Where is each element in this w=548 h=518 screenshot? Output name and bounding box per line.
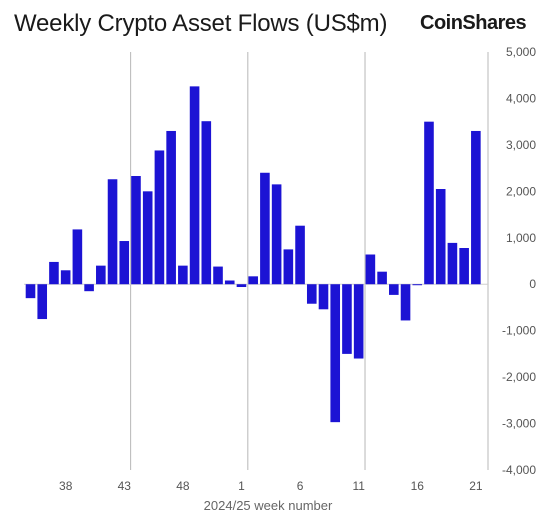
bar-week-51 bbox=[213, 266, 223, 285]
bar-week-2 bbox=[248, 276, 258, 285]
bar-week-45 bbox=[142, 191, 153, 285]
x-tick-label: 48 bbox=[176, 479, 190, 493]
y-tick-label: -3,000 bbox=[502, 417, 536, 431]
bar-week-49 bbox=[189, 86, 200, 285]
bar-week-1 bbox=[236, 284, 247, 288]
bar-week-47 bbox=[166, 130, 176, 285]
bar-week-42 bbox=[107, 179, 118, 285]
y-tick-label: 0 bbox=[529, 277, 536, 291]
x-tick-label: 38 bbox=[59, 479, 73, 493]
y-tick-label: -4,000 bbox=[502, 463, 536, 477]
bar-week-5 bbox=[283, 249, 294, 285]
bar-week-40 bbox=[84, 284, 94, 292]
y-tick-label: -2,000 bbox=[502, 370, 536, 384]
y-tick-label: 2,000 bbox=[506, 184, 536, 198]
y-tick-label: -1,000 bbox=[502, 324, 536, 338]
bar-week-18 bbox=[435, 189, 446, 285]
bar-week-6 bbox=[295, 225, 305, 285]
bar-week-37 bbox=[49, 261, 59, 285]
y-tick-label: 5,000 bbox=[506, 45, 536, 59]
grid-lines bbox=[24, 52, 489, 470]
bar-week-15 bbox=[400, 284, 411, 321]
bar-week-13 bbox=[377, 271, 387, 285]
bar-week-41 bbox=[96, 265, 106, 285]
bar-week-52 bbox=[224, 280, 235, 285]
x-axis-label: 2024/25 week number bbox=[204, 498, 333, 513]
x-tick-label: 43 bbox=[118, 479, 132, 493]
x-tick-label: 11 bbox=[352, 479, 365, 493]
bar-week-4 bbox=[271, 184, 282, 285]
bar-week-7 bbox=[306, 284, 317, 304]
x-axis-ticks: 38 43 48 1 6 11 16 21 bbox=[59, 479, 483, 493]
x-tick-label: 6 bbox=[297, 479, 304, 493]
bar-week-43 bbox=[119, 241, 130, 285]
y-axis-ticks: 5,000 4,000 3,000 2,000 1,000 0 -1,000 -2,000 -3… bbox=[502, 45, 536, 477]
bar-week-48 bbox=[178, 265, 188, 285]
bar-week-20 bbox=[459, 248, 469, 285]
x-tick-label: 1 bbox=[238, 479, 245, 493]
bar-week-14 bbox=[389, 284, 399, 295]
bar-week-8 bbox=[318, 284, 329, 310]
bar-week-19 bbox=[447, 242, 458, 285]
bar-week-50 bbox=[201, 121, 212, 285]
bar-week-39 bbox=[72, 229, 83, 285]
bar-week-17 bbox=[424, 121, 434, 285]
y-tick-label: 3,000 bbox=[506, 138, 536, 152]
bar-week-36 bbox=[37, 284, 48, 320]
bar-week-21 bbox=[471, 130, 481, 285]
y-tick-label: 4,000 bbox=[506, 91, 536, 105]
y-tick-label: 1,000 bbox=[506, 231, 536, 245]
bar-week-3 bbox=[260, 172, 270, 285]
bar-week-44 bbox=[131, 176, 141, 285]
bar-week-10 bbox=[342, 284, 352, 354]
bar-week-46 bbox=[154, 150, 165, 285]
chart-title: Weekly Crypto Asset Flows (US$m) bbox=[14, 10, 388, 37]
bar-week-35 bbox=[25, 284, 36, 299]
bar-week-16 bbox=[412, 284, 423, 286]
x-tick-label: 21 bbox=[469, 479, 483, 493]
bar-week-11 bbox=[353, 284, 364, 359]
bar-week-12 bbox=[365, 254, 376, 285]
bars bbox=[25, 86, 481, 423]
bar-week-9 bbox=[330, 284, 341, 423]
bar-week-38 bbox=[60, 270, 71, 285]
brand-logo: CoinShares bbox=[420, 12, 527, 34]
x-tick-label: 16 bbox=[411, 479, 425, 493]
